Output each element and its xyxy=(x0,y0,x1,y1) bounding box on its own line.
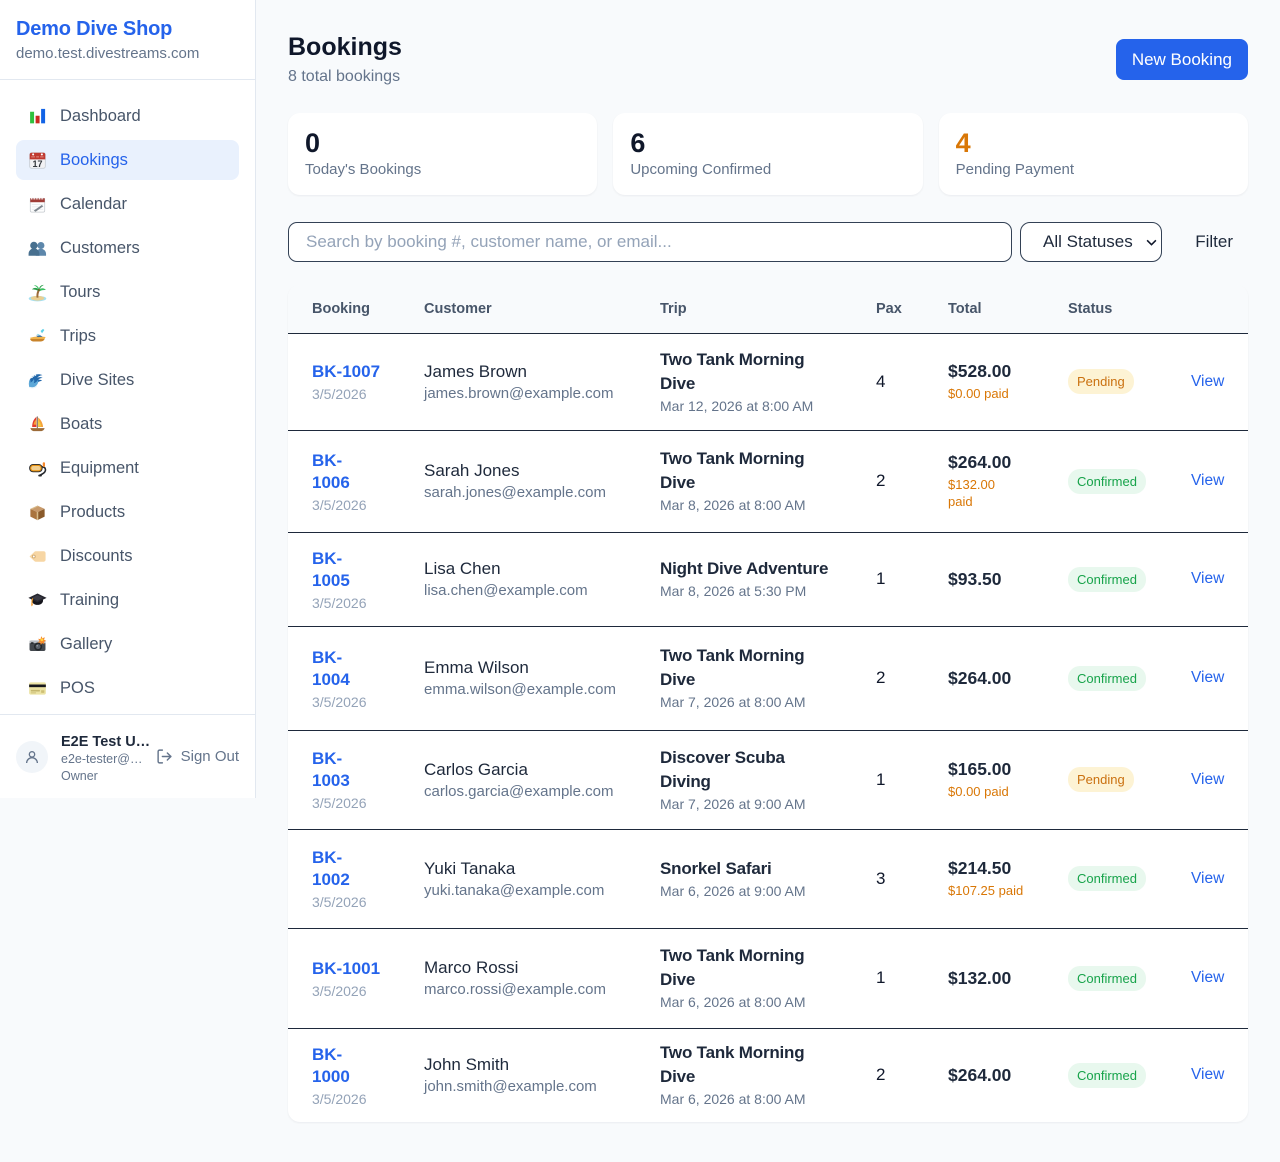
svg-text:17: 17 xyxy=(32,158,42,168)
